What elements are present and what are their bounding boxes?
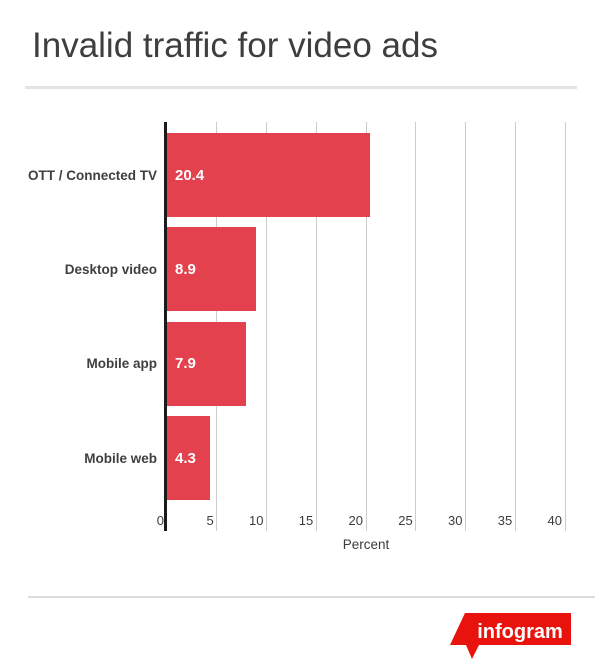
chart-title: Invalid traffic for video ads [32, 26, 438, 65]
category-label-ott-connected-tv: OTT / Connected TV [27, 167, 157, 183]
bar-ott-connected-tv: 20.4 [167, 133, 370, 218]
x-tick-label-0: 0 [156, 513, 164, 528]
gridline-40 [564, 122, 566, 531]
x-tick-label-30: 30 [448, 513, 463, 528]
category-label-mobile-app: Mobile app [86, 356, 158, 372]
infogram-logo[interactable]: infogram [448, 611, 572, 661]
gridline-35 [514, 122, 516, 531]
bar-mobile-web: 4.3 [167, 416, 210, 501]
bar-desktop-video: 8.9 [167, 227, 256, 312]
x-tick-label-35: 35 [497, 513, 513, 528]
bar-mobile-app: 7.9 [167, 321, 246, 406]
x-tick-label-10: 10 [249, 513, 264, 528]
y-axis-line [164, 122, 167, 531]
x-tick-label-5: 5 [206, 513, 214, 528]
footer-divider [28, 596, 595, 598]
x-tick-label-20: 20 [348, 513, 363, 528]
invalid-traffic-bar-chart: 0 5 10 15 20 25 30 35 40 OTT / Connected TV 20.4 De… [27, 122, 566, 552]
category-label-mobile-web: Mobile web [84, 450, 157, 466]
bar-value-label-mobile-app: 7.9 [175, 355, 196, 373]
bar-value-label-ott-connected-tv: 20.4 [175, 166, 205, 184]
bar-value-label-desktop-video: 8.9 [175, 260, 196, 278]
infogram-logo-flag [450, 613, 571, 659]
gridline-25 [415, 122, 417, 531]
category-label-desktop-video: Desktop video [64, 261, 157, 277]
infogram-logo-text: infogram [477, 621, 563, 643]
gridline-10 [266, 122, 267, 531]
gridline-20 [365, 122, 367, 531]
title-divider [25, 86, 577, 89]
bar-value-label-mobile-web: 4.3 [175, 449, 196, 467]
gridline-30 [465, 122, 466, 531]
x-tick-label-40: 40 [547, 513, 562, 528]
x-tick-label-25: 25 [398, 513, 413, 528]
x-tick-label-15: 15 [298, 513, 314, 528]
gridline-15 [315, 122, 317, 531]
x-axis-title: Percent [342, 537, 390, 552]
